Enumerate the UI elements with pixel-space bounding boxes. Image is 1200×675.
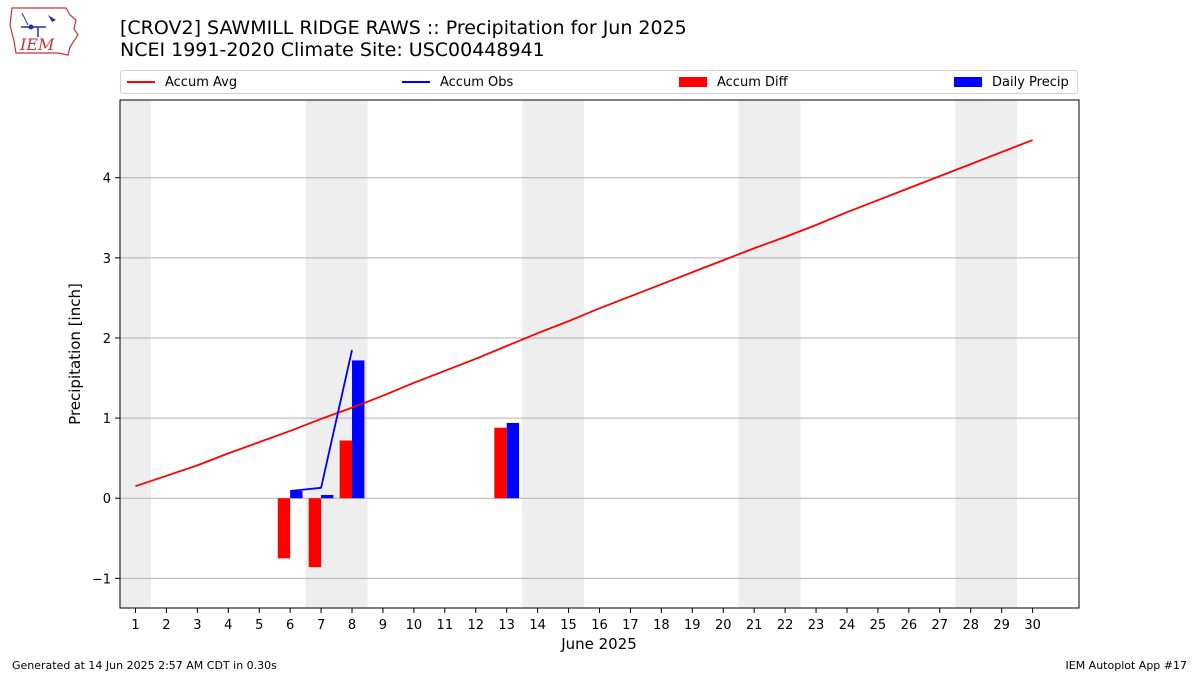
x-axis-ticks: 1 2 3 4 5 6 7 8 9 10 11 12 13 14 15 16 17 18 19 20 21 22 23 24 2… bbox=[131, 608, 1041, 633]
x-tick-label-6: 7 bbox=[317, 618, 325, 633]
daily-precip-bar-6 bbox=[290, 491, 303, 499]
legend-label-daily-precip: Daily Precip bbox=[992, 74, 1069, 90]
gridlines bbox=[120, 177, 1079, 579]
x-tick-label-29: 30 bbox=[1024, 618, 1041, 633]
lines bbox=[135, 139, 1033, 492]
accum-diff-bar-8 bbox=[339, 440, 353, 499]
plot-frame bbox=[119, 99, 1080, 609]
legend-swatch-accum-diff bbox=[679, 77, 707, 87]
x-tick-label-20: 21 bbox=[746, 618, 763, 633]
x-tick-label-7: 8 bbox=[348, 618, 356, 633]
x-tick-label-27: 28 bbox=[962, 618, 979, 633]
weekend-shading bbox=[120, 100, 1018, 608]
x-tick-label-23: 24 bbox=[839, 618, 856, 633]
x-tick-label-13: 14 bbox=[529, 618, 546, 633]
legend-item-accum-diff: Accum Diff bbox=[679, 71, 788, 93]
x-axis-label: June 2025 bbox=[560, 635, 637, 653]
x-tick-label-8: 9 bbox=[379, 618, 387, 633]
daily-precip-bar-7 bbox=[321, 495, 334, 499]
x-tick-label-10: 11 bbox=[437, 618, 454, 633]
y-tick-label-2: 1 bbox=[103, 412, 111, 427]
x-tick-label-17: 18 bbox=[653, 618, 670, 633]
y-tick-label-1: 0 bbox=[103, 492, 111, 507]
x-tick-label-21: 22 bbox=[777, 618, 794, 633]
legend-item-daily-precip: Daily Precip bbox=[954, 71, 1069, 93]
legend-swatch-daily-precip bbox=[954, 77, 982, 87]
x-tick-label-11: 12 bbox=[467, 618, 484, 633]
accum-diff-bar-6 bbox=[277, 498, 291, 559]
title-line-2: NCEI 1991-2020 Climate Site: USC00448941 bbox=[120, 39, 545, 61]
x-tick-label-22: 23 bbox=[808, 618, 825, 633]
title-line-1: [CROV2] SAWMILL RIDGE RAWS :: Precipitat… bbox=[120, 17, 687, 39]
x-tick-label-5: 6 bbox=[286, 618, 294, 633]
y-axis-label: Precipitation [inch] bbox=[66, 283, 84, 425]
weekend-band-2 bbox=[522, 100, 585, 608]
accum-avg-line bbox=[135, 139, 1033, 488]
y-tick-label-3: 2 bbox=[103, 332, 111, 347]
x-tick-label-9: 10 bbox=[406, 618, 423, 633]
legend-item-accum-obs: Accum Obs bbox=[402, 71, 513, 93]
logo-text: IEM bbox=[19, 35, 55, 54]
y-tick-label-4: 3 bbox=[103, 252, 111, 267]
iowa-outline-icon bbox=[9, 7, 79, 56]
legend-item-accum-avg: Accum Avg bbox=[127, 71, 237, 93]
daily-precip-bar-13 bbox=[506, 422, 520, 499]
x-tick-label-28: 29 bbox=[993, 618, 1010, 633]
weekend-band-4 bbox=[955, 100, 1018, 608]
weekend-band-0 bbox=[120, 100, 151, 608]
iem-logo: IEM bbox=[9, 7, 79, 56]
legend-label-accum-obs: Accum Obs bbox=[440, 74, 514, 90]
footer-app: IEM Autoplot App #17 bbox=[1065, 659, 1188, 672]
footer-generated: Generated at 14 Jun 2025 2:57 AM CDT in … bbox=[12, 659, 277, 672]
chart-title: [CROV2] SAWMILL RIDGE RAWS :: Precipitat… bbox=[120, 17, 687, 61]
x-tick-label-24: 25 bbox=[870, 618, 887, 633]
accum-obs-line bbox=[290, 349, 353, 492]
weekend-band-3 bbox=[738, 100, 801, 608]
legend-label-accum-diff: Accum Diff bbox=[717, 74, 788, 90]
x-tick-label-12: 13 bbox=[498, 618, 515, 633]
accum-diff-bar-13 bbox=[494, 427, 507, 499]
x-tick-label-0: 1 bbox=[131, 618, 139, 633]
x-tick-label-4: 5 bbox=[255, 618, 263, 633]
x-tick-label-2: 3 bbox=[193, 618, 201, 633]
legend-swatch-accum-obs bbox=[402, 81, 430, 83]
x-tick-label-19: 20 bbox=[715, 618, 732, 633]
x-tick-label-3: 4 bbox=[224, 618, 232, 633]
x-tick-label-18: 19 bbox=[684, 618, 701, 633]
legend-swatch-accum-avg bbox=[127, 81, 155, 83]
x-tick-label-15: 16 bbox=[591, 618, 608, 633]
y-axis-ticks: −1 0 1 2 3 4 bbox=[92, 172, 120, 587]
legend-label-accum-avg: Accum Avg bbox=[165, 74, 238, 90]
x-tick-label-1: 2 bbox=[162, 618, 170, 633]
x-tick-label-25: 26 bbox=[901, 618, 918, 633]
legend: Accum Avg Accum Obs Accum Diff Daily Pre… bbox=[120, 70, 1078, 94]
y-tick-label-5: 4 bbox=[103, 172, 111, 187]
bars bbox=[277, 360, 520, 568]
x-tick-label-16: 17 bbox=[622, 618, 639, 633]
y-tick-label-0: −1 bbox=[92, 572, 111, 587]
accum-diff-bar-7 bbox=[308, 498, 322, 568]
x-tick-label-26: 27 bbox=[932, 618, 949, 633]
x-tick-label-14: 15 bbox=[560, 618, 577, 633]
daily-precip-bar-8 bbox=[352, 360, 365, 499]
